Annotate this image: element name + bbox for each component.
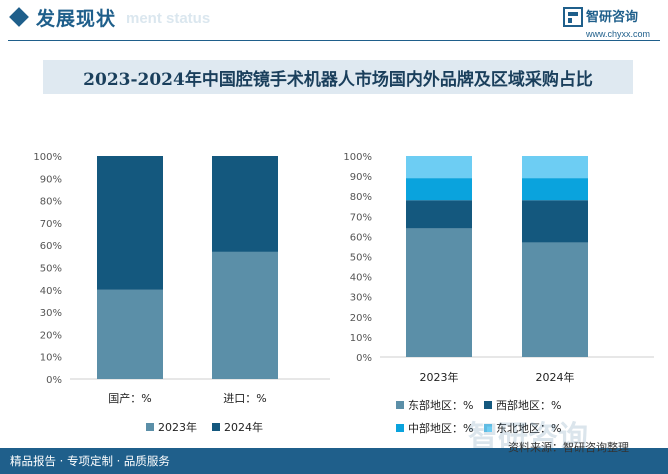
diamond-icon bbox=[9, 7, 29, 27]
y-tick-label: 50% bbox=[350, 253, 372, 264]
legend-swatch bbox=[484, 401, 492, 409]
bar-segment bbox=[522, 200, 588, 243]
y-tick-label: 20% bbox=[350, 313, 372, 324]
y-tick-label: 100% bbox=[343, 152, 372, 163]
y-tick-label: 100% bbox=[33, 152, 62, 163]
y-tick-label: 10% bbox=[40, 353, 62, 364]
section-title: 发展现状 bbox=[36, 8, 117, 30]
y-tick-label: 70% bbox=[40, 219, 62, 230]
y-tick-label: 20% bbox=[40, 330, 62, 341]
y-tick-label: 90% bbox=[40, 174, 62, 185]
section-subtitle: ment status bbox=[126, 10, 211, 27]
bar-segment bbox=[406, 178, 472, 201]
y-tick-label: 90% bbox=[350, 172, 372, 183]
legend-label: 东北地区：% bbox=[496, 422, 561, 435]
legend-label: 中部地区：% bbox=[408, 421, 473, 435]
footer-slogan: 精品报告 · 专项定制 · 品质服务 bbox=[10, 454, 170, 468]
bar-segment bbox=[522, 156, 588, 179]
category-label: 国产：% bbox=[108, 391, 151, 405]
y-tick-label: 10% bbox=[350, 333, 372, 344]
data-source: 资料来源：智研咨询整理 bbox=[508, 441, 629, 454]
y-tick-label: 80% bbox=[40, 197, 62, 208]
legend-swatch bbox=[146, 423, 154, 431]
legend-swatch bbox=[212, 423, 220, 431]
y-tick-label: 50% bbox=[40, 264, 62, 275]
y-tick-label: 40% bbox=[40, 286, 62, 297]
bar-segment bbox=[522, 242, 588, 357]
legend-swatch bbox=[396, 401, 404, 409]
chart-region-share: 0% 10% 20% 30% 40% 50% 60% 70% 80% 90% 100% 2023年 20… bbox=[343, 152, 654, 435]
bar-segment bbox=[406, 200, 472, 229]
logo-name: 智研咨询 bbox=[586, 10, 639, 25]
bar-segment bbox=[212, 156, 278, 252]
bar-segment bbox=[97, 289, 163, 379]
category-label: 2024年 bbox=[536, 370, 575, 384]
y-tick-label: 80% bbox=[350, 192, 372, 203]
logo-icon bbox=[563, 7, 583, 27]
bar-segment bbox=[406, 156, 472, 179]
bar-segment bbox=[406, 228, 472, 357]
legend-swatch bbox=[396, 424, 404, 432]
legend-swatch bbox=[484, 424, 492, 432]
chart-title-box: 2023-2024年中国腔镜手术机器人市场国内外品牌及区域采购占比 bbox=[43, 60, 633, 94]
chart-title: 2023-2024年中国腔镜手术机器人市场国内外品牌及区域采购占比 bbox=[83, 69, 593, 90]
y-tick-label: 60% bbox=[350, 232, 372, 243]
y-tick-label: 0% bbox=[46, 375, 62, 386]
y-tick-label: 60% bbox=[40, 241, 62, 252]
page-header: ment status 发展现状 智研咨询 www.chyxx.com bbox=[0, 0, 668, 44]
legend-label: 西部地区：% bbox=[496, 398, 561, 412]
bar-segment bbox=[522, 178, 588, 201]
chart-brand-share: 0% 10% 20% 30% 40% 50% 60% 70% 80% 90% 100% 国产：% 进口：… bbox=[33, 152, 330, 434]
bar-segment bbox=[212, 251, 278, 379]
y-tick-label: 0% bbox=[356, 353, 372, 364]
footer-band bbox=[0, 448, 668, 474]
category-label: 2023年 bbox=[420, 370, 459, 384]
y-tick-label: 30% bbox=[40, 308, 62, 319]
legend-label: 东部地区：% bbox=[408, 398, 473, 412]
header-divider bbox=[8, 40, 660, 41]
y-tick-label: 30% bbox=[350, 293, 372, 304]
bar-segment bbox=[97, 156, 163, 290]
legend-label: 2023年 bbox=[158, 420, 197, 434]
category-label: 进口：% bbox=[223, 392, 266, 405]
y-tick-label: 40% bbox=[350, 273, 372, 284]
y-tick-label: 70% bbox=[350, 212, 372, 223]
legend-label: 2024年 bbox=[224, 420, 263, 434]
logo-url: www.chyxx.com bbox=[586, 29, 651, 39]
